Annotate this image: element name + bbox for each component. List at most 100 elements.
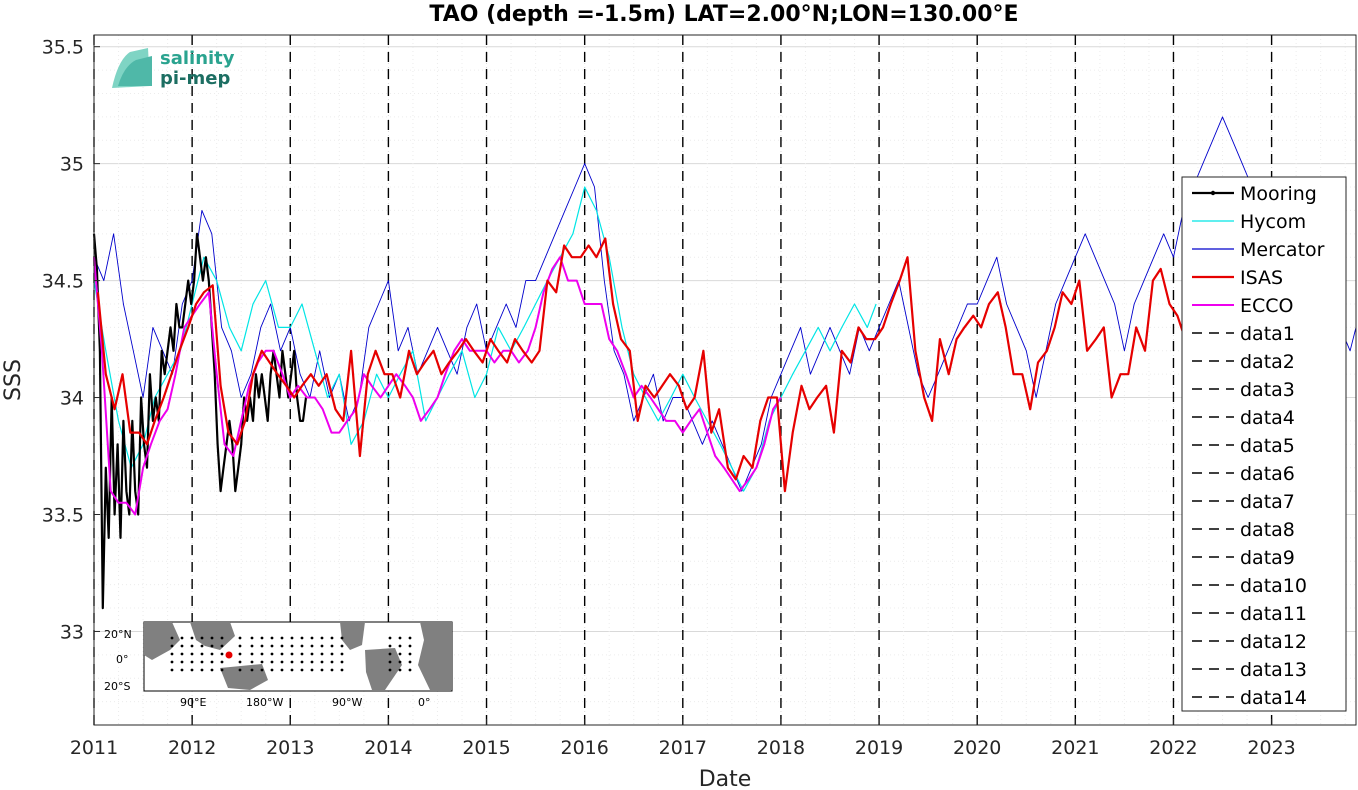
x-tick-label: 2019	[855, 737, 903, 759]
inset-buoy-dot	[290, 660, 294, 664]
inset-buoy-dot	[250, 668, 254, 672]
y-tick-label: 34.5	[42, 271, 84, 293]
inset-buoy-dot	[330, 644, 334, 648]
inset-lon-label: 180°W	[246, 696, 283, 709]
inset-buoy-dot	[408, 636, 412, 640]
legend-label-data8: data8	[1240, 519, 1295, 541]
series-line-mooring	[92, 232, 308, 610]
inset-buoy-dot	[180, 644, 184, 648]
inset-buoy-dot	[170, 636, 174, 640]
inset-buoy-dot	[250, 652, 254, 656]
inset-land-australia	[220, 664, 268, 690]
x-tick-label: 2015	[462, 737, 510, 759]
inset-land-central-america	[340, 622, 365, 650]
x-axis-label: Date	[699, 767, 752, 790]
inset-lon-label: 90°E	[180, 696, 206, 709]
inset-buoy-dot	[260, 668, 264, 672]
series-line-ecco	[93, 256, 782, 516]
inset-buoy-dot	[300, 636, 304, 640]
x-tick-label: 2014	[364, 737, 412, 759]
legend-label-data9: data9	[1240, 547, 1295, 569]
legend-label-data13: data13	[1240, 659, 1307, 681]
inset-buoy-dot	[170, 660, 174, 664]
inset-buoy-dot	[170, 652, 174, 656]
inset-buoy-dot	[190, 668, 194, 672]
series-line-hycom	[93, 186, 877, 492]
inset-buoy-dot	[238, 636, 242, 640]
logo-wave-icon-2	[118, 56, 152, 86]
inset-selected-site-marker	[225, 651, 233, 659]
y-tick-label: 35	[60, 154, 84, 176]
logo-line2: pi-mep	[160, 68, 230, 89]
inset-buoy-dot	[180, 636, 184, 640]
inset-buoy-dot	[250, 660, 254, 664]
inset-buoy-dot	[290, 652, 294, 656]
legend-label-data2: data2	[1240, 351, 1295, 373]
inset-buoy-dot	[200, 636, 204, 640]
legend-label-mooring: Mooring	[1240, 183, 1317, 205]
inset-buoy-dot	[210, 652, 214, 656]
inset-buoy-dot	[290, 636, 294, 640]
inset-buoy-dot	[330, 660, 334, 664]
inset-buoy-dot	[320, 660, 324, 664]
legend-label-ecco: ECCO	[1240, 295, 1294, 317]
inset-buoy-dot	[388, 636, 392, 640]
inset-buoy-dot	[330, 636, 334, 640]
inset-land-africa	[144, 622, 180, 660]
legend-label-data14: data14	[1240, 687, 1307, 709]
inset-buoy-dot	[210, 660, 214, 664]
inset-buoy-dot	[190, 636, 194, 640]
inset-buoy-dot	[310, 668, 314, 672]
inset-lon-label: 0°	[418, 696, 431, 709]
inset-buoy-dot	[290, 668, 294, 672]
series-layer	[92, 116, 1357, 610]
legend-label-data7: data7	[1240, 491, 1295, 513]
inset-buoy-dot	[220, 636, 224, 640]
inset-buoy-dot	[398, 660, 402, 664]
legend-box	[1181, 176, 1347, 712]
inset-buoy-dot	[260, 636, 264, 640]
inset-buoy-dot	[280, 636, 284, 640]
salinity-pi-mep-logo: salinity pi-mep	[112, 48, 235, 89]
inset-buoy-dot	[238, 660, 242, 664]
inset-buoy-dot	[280, 660, 284, 664]
x-tick-label: 2018	[757, 737, 805, 759]
legend-marker	[1210, 190, 1216, 196]
inset-buoy-dot	[290, 644, 294, 648]
inset-buoy-dot	[200, 644, 204, 648]
inset-buoy-dot	[398, 636, 402, 640]
x-tick-label: 2016	[560, 737, 608, 759]
inset-buoy-dot	[220, 668, 224, 672]
inset-buoy-dot	[320, 644, 324, 648]
inset-buoy-dot	[388, 652, 392, 656]
inset-buoy-dot	[200, 652, 204, 656]
inset-buoy-dot	[300, 660, 304, 664]
series-line-isas	[96, 237, 1187, 493]
legend-label-data10: data10	[1240, 575, 1307, 597]
legend-label-data6: data6	[1240, 463, 1295, 485]
inset-buoy-dot	[200, 660, 204, 664]
inset-buoy-dot	[340, 652, 344, 656]
inset-land-asia	[190, 622, 235, 650]
x-axis: 2011 2012 2013 2014 2015 2016 2017 2018 2019 2020…	[70, 719, 1296, 759]
legend: Mooring Hycom Mercator ISAS ECCO data1 data2 da…	[1181, 176, 1347, 712]
inset-buoy-dot	[280, 644, 284, 648]
y-tick-label: 33.5	[42, 504, 84, 526]
inset-land-south-america	[365, 648, 402, 690]
inset-buoy-dot	[280, 668, 284, 672]
legend-label-isas: ISAS	[1240, 267, 1283, 289]
y-axis-label: SSS	[1, 359, 26, 401]
inset-buoy-dot	[398, 652, 402, 656]
inset-buoy-dot	[220, 660, 224, 664]
x-tick-label: 2020	[953, 737, 1001, 759]
inset-buoy-dot	[388, 668, 392, 672]
inset-buoy-dot	[270, 668, 274, 672]
inset-buoy-dot	[270, 636, 274, 640]
y-tick-label: 33	[60, 621, 84, 643]
legend-label-hycom: Hycom	[1240, 211, 1306, 233]
x-tick-label: 2012	[168, 737, 216, 759]
inset-buoy-dot	[408, 660, 412, 664]
inset-buoy-dot	[210, 636, 214, 640]
inset-buoy-dot	[320, 668, 324, 672]
inset-buoy-dot	[408, 668, 412, 672]
